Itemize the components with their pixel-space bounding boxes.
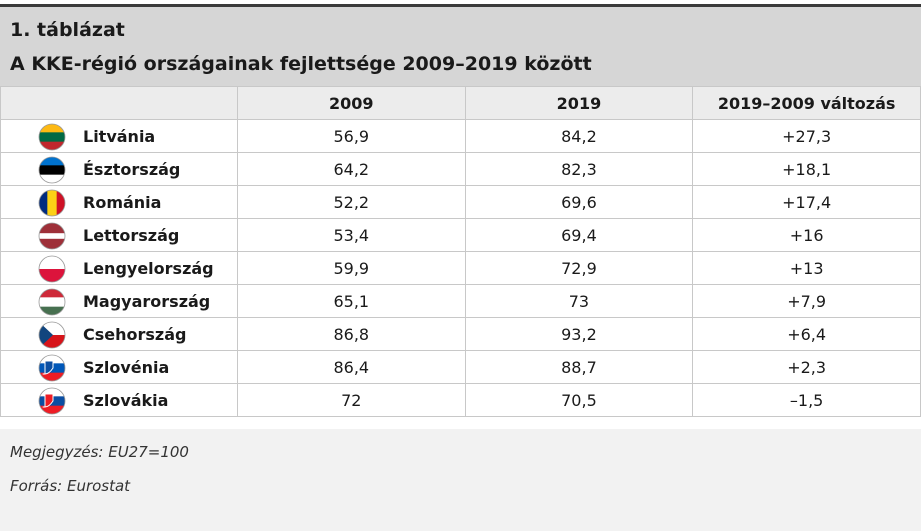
cell: 53,4 [236,218,466,252]
table-row: Észtország 64,2 82,3 +18,1 [0,152,921,186]
table-row: Lettország 53,4 69,4 +16 [0,218,921,252]
flag [38,288,66,316]
column-header: 2019–2009 változás [692,86,921,120]
country-name: Magyarország [0,284,238,318]
cell: 59,9 [236,251,466,285]
cell: 69,6 [464,185,694,219]
column-header: 2009 [236,86,466,120]
cell: 88,7 [464,350,694,384]
cell: +18,1 [692,152,921,186]
cell: +2,3 [692,350,921,384]
flag [38,222,66,250]
table-title: A KKE-régió országainak fejlettsége 2009… [10,53,592,75]
country-name: Litvánia [0,119,238,153]
notes: Megjegyzés: EU27=100 Forrás: Eurostat [0,429,921,531]
cell: 69,4 [464,218,694,252]
cell: 70,5 [464,383,694,417]
cell: 93,2 [464,317,694,351]
cell: 65,1 [236,284,466,318]
cell: 84,2 [464,119,694,153]
table-row: Litvánia 56,9 84,2 +27,3 [0,119,921,153]
cell: +6,4 [692,317,921,351]
cell: +13 [692,251,921,285]
header-row: 2009 2019 2019–2009 változás [0,86,921,120]
flag [38,156,66,184]
cell: –1,5 [692,383,921,417]
cell: 56,9 [236,119,466,153]
title-block: 1. táblázat A KKE-régió országainak fejl… [0,4,921,86]
cell: 86,8 [236,317,466,351]
cell: 72,9 [464,251,694,285]
flag [38,387,66,415]
country-name: Lettország [0,218,238,252]
country-name: Szlovénia [0,350,238,384]
cell: 72 [236,383,466,417]
flag [38,123,66,151]
table-row: Csehország 86,8 93,2 +6,4 [0,317,921,351]
cell: +27,3 [692,119,921,153]
cell: 64,2 [236,152,466,186]
cell: 52,2 [236,185,466,219]
cell: +17,4 [692,185,921,219]
table-row: Magyarország 65,1 73 +7,9 [0,284,921,318]
country-name: Észtország [0,152,238,186]
cell: 86,4 [236,350,466,384]
flag [38,189,66,217]
cell: +7,9 [692,284,921,318]
country-name: Románia [0,185,238,219]
country-name: Csehország [0,317,238,351]
table-row: Szlovénia 86,4 88,7 +2,3 [0,350,921,384]
data-table: 2009 2019 2019–2009 változás Litvánia 56,9 8… [0,86,921,417]
column-header: 2019 [464,86,694,120]
table-row: Románia 52,2 69,6 +17,4 [0,185,921,219]
country-name: Lengyelország [0,251,238,285]
flag [38,321,66,349]
flag [38,255,66,283]
column-header [0,86,238,120]
flag [38,354,66,382]
cell: 82,3 [464,152,694,186]
table-number: 1. táblázat [10,19,125,41]
country-name: Szlovákia [0,383,238,417]
table-row: Lengyelország 59,9 72,9 +13 [0,251,921,285]
note: Megjegyzés: EU27=100 [10,443,189,461]
source: Forrás: Eurostat [10,477,131,495]
table-row: Szlovákia 72 70,5 –1,5 [0,383,921,417]
cell: 73 [464,284,694,318]
cell: +16 [692,218,921,252]
